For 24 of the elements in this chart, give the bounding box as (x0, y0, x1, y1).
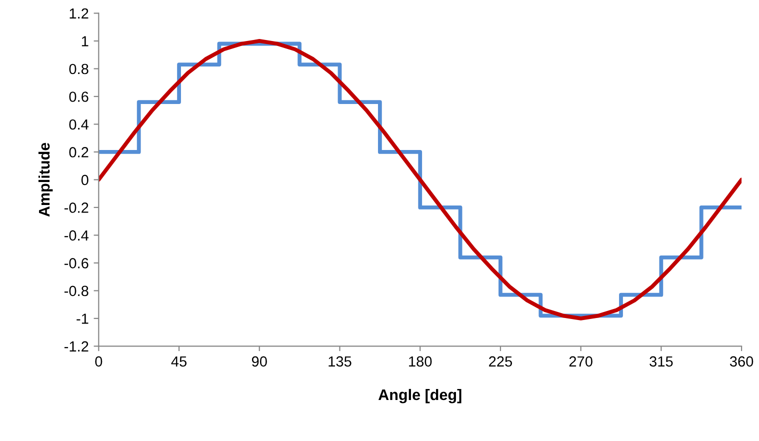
x-tick-label: 315 (650, 356, 673, 367)
y-tick-label: 0.4 (69, 119, 89, 130)
x-tick-label: 225 (489, 356, 512, 367)
y-tick-label: 1 (82, 36, 88, 46)
y-tick-label: -0.2 (64, 202, 88, 213)
y-tick-label: -1 (76, 314, 88, 324)
x-tick-label: 360 (730, 356, 754, 367)
y-axis-title: Amplitude (38, 142, 53, 217)
x-tick-label: 270 (569, 356, 592, 367)
x-tick-label: 135 (328, 356, 352, 367)
x-tick-label: 180 (409, 356, 432, 367)
y-tick-label: 0.8 (69, 64, 88, 74)
y-tick-label: -0.6 (64, 258, 88, 268)
x-axis-title: Angle [deg] (378, 388, 462, 404)
y-tick-label: -0.8 (64, 286, 88, 296)
y-tick-label: -0.4 (64, 230, 89, 241)
y-tick-label: 1.2 (70, 8, 88, 19)
x-tick-label: 45 (171, 356, 187, 367)
x-tick-label: 90 (252, 356, 267, 367)
y-tick-label: 0.2 (69, 147, 88, 158)
y-tick-label: -1.2 (64, 341, 88, 352)
y-tick-label: 0.6 (69, 92, 88, 102)
y-tick-label: 0 (81, 174, 88, 186)
x-tick-label: 0 (95, 356, 102, 367)
